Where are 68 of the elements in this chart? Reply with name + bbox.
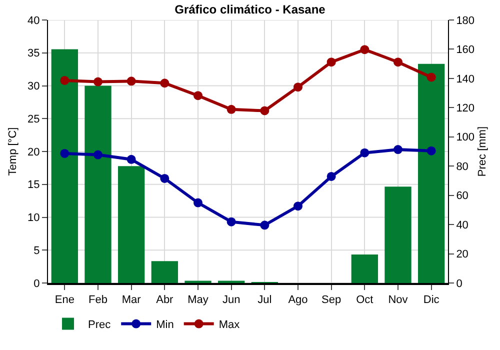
y-tick-label: 5 (34, 244, 40, 257)
legend-label: Prec (88, 319, 112, 332)
legend-label: Max (218, 319, 240, 332)
x-tick-label: Jun (222, 294, 240, 306)
bar (151, 261, 178, 283)
point (326, 172, 336, 181)
point (160, 78, 170, 88)
point (294, 202, 302, 211)
legend-label: Min (156, 319, 174, 332)
y-tick-label: 30 (28, 80, 40, 93)
point (60, 76, 70, 85)
y2-axis-title: Prec [mm] (476, 126, 489, 177)
y-tick-label: 15 (28, 179, 40, 192)
bar (51, 49, 78, 283)
y-tick-label: 25 (28, 113, 40, 126)
y2-tick-label: 120 (456, 102, 475, 115)
point (94, 77, 102, 86)
bar (118, 166, 145, 283)
y-tick-label: 20 (28, 146, 40, 158)
point (294, 82, 302, 92)
point (260, 220, 270, 230)
y2-tick-label: 100 (456, 132, 475, 144)
y2-tick-label: 20 (456, 248, 468, 261)
point (194, 91, 202, 100)
point (194, 198, 202, 208)
point (360, 148, 370, 158)
y-axis-title: Temp [°C] (7, 127, 19, 176)
point (126, 76, 136, 86)
y2-tick-label: 140 (456, 73, 475, 86)
bar (384, 186, 412, 283)
bar (418, 64, 445, 283)
point (160, 174, 170, 183)
x-tick-label: Ene (54, 294, 74, 306)
point (226, 104, 236, 114)
y-tick-label: 40 (28, 14, 40, 27)
y2-tick-label: 80 (456, 160, 468, 173)
x-tick-label: Dic (423, 294, 440, 306)
y2-tick-label: 40 (456, 219, 468, 232)
y-tick-label: 10 (28, 212, 40, 224)
point (394, 58, 402, 67)
point (94, 150, 102, 160)
chart-title: Gráfico climático - Kasane (174, 2, 326, 17)
bar (351, 254, 378, 283)
x-tick-label: Nov (388, 294, 408, 306)
point (260, 106, 270, 116)
y-tick-label: 35 (28, 48, 40, 60)
x-tick-label: Jul (258, 294, 272, 306)
x-tick-label: May (188, 294, 209, 306)
x-tick-label: Mar (122, 294, 142, 306)
y-tick-label: 0 (34, 278, 40, 290)
x-tick-label: Sep (322, 294, 342, 306)
point (126, 154, 136, 164)
point (394, 145, 402, 154)
y2-tick-label: 160 (456, 44, 475, 56)
y2-tick-label: 180 (456, 14, 475, 27)
point (226, 217, 236, 226)
point (426, 146, 436, 156)
bar (84, 86, 112, 283)
point (360, 45, 370, 54)
y2-tick-label: 0 (456, 278, 462, 290)
x-tick-label: Oct (356, 294, 374, 306)
x-tick-label: Feb (88, 294, 108, 306)
point (326, 58, 336, 67)
y2-tick-label: 60 (456, 190, 468, 202)
x-tick-label: Abr (156, 294, 174, 306)
x-tick-label: Ago (288, 294, 308, 306)
point (426, 72, 436, 82)
point (60, 148, 70, 158)
